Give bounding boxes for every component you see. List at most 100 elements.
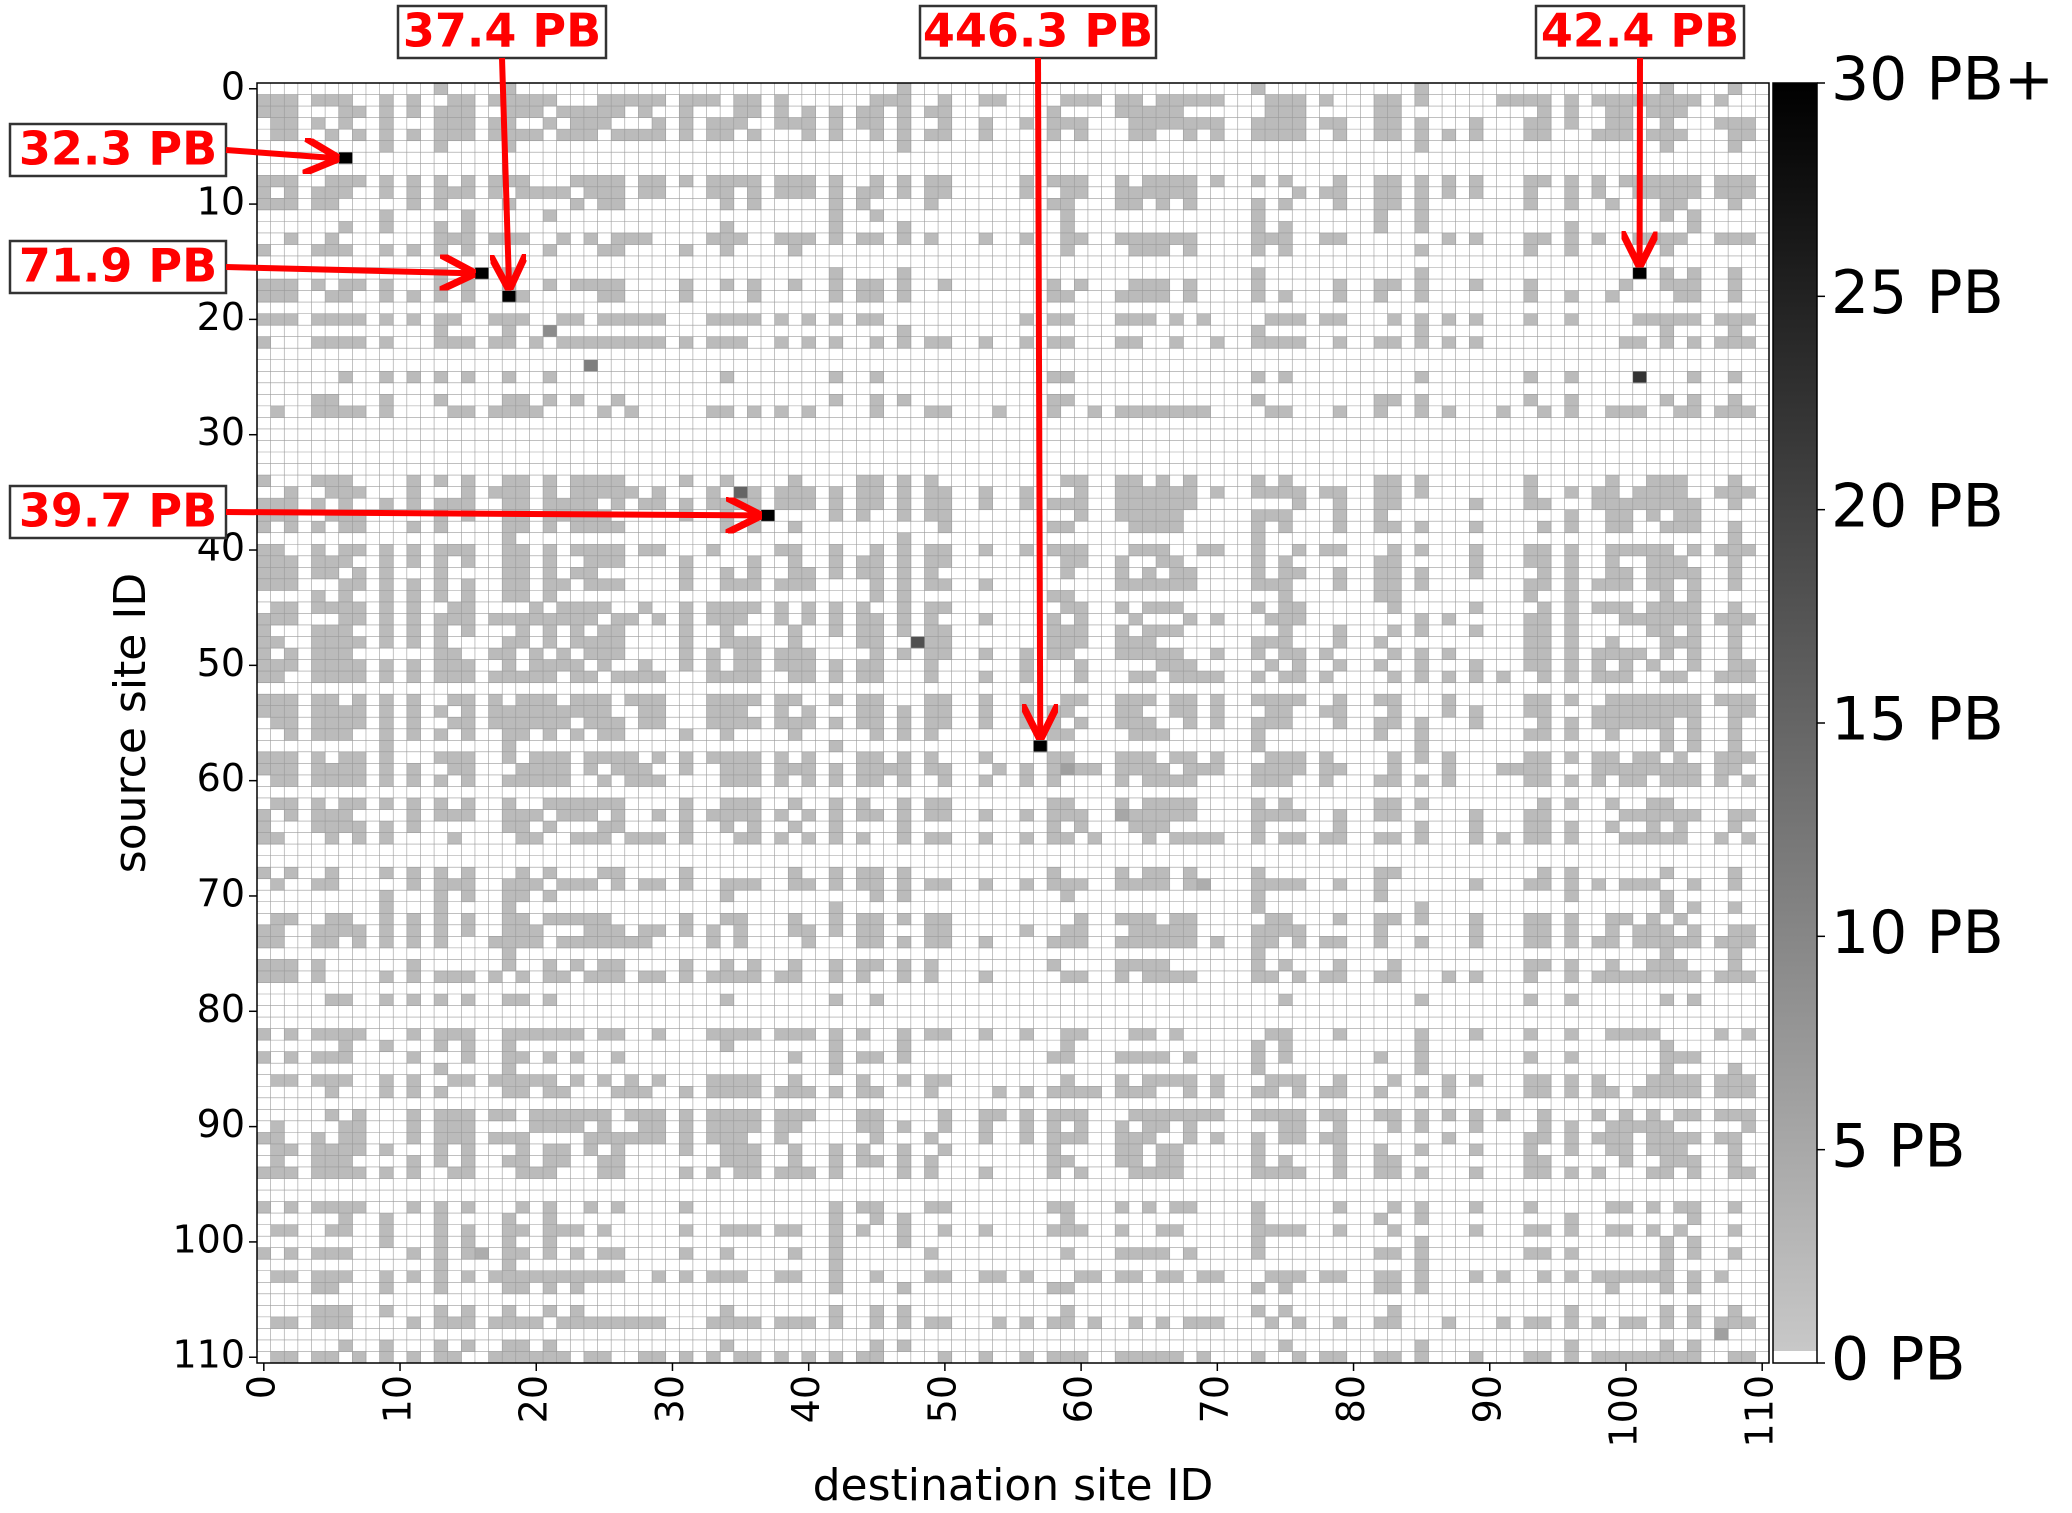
heatmap-cell xyxy=(406,1316,421,1329)
heatmap-cell xyxy=(583,648,598,660)
heatmap-cell xyxy=(788,244,803,257)
heatmap-cell xyxy=(978,578,993,591)
heatmap-cell xyxy=(829,1351,844,1364)
heatmap-cell xyxy=(1156,475,1171,488)
heatmap-cell xyxy=(597,405,612,418)
heatmap-cell xyxy=(502,325,517,338)
heatmap-cell xyxy=(1387,763,1402,776)
heatmap-cell xyxy=(1278,1028,1293,1041)
heatmap-cell xyxy=(1251,555,1266,568)
heatmap-cell xyxy=(1251,1213,1266,1226)
heatmap-cell xyxy=(1210,717,1225,730)
heatmap-cell xyxy=(311,336,326,349)
heatmap-cell xyxy=(733,878,748,891)
heatmap-cell xyxy=(502,821,517,833)
heatmap-cell xyxy=(406,1201,421,1214)
heatmap-cell xyxy=(897,970,912,983)
heatmap-cell xyxy=(720,763,735,776)
heatmap-cell xyxy=(284,797,299,810)
heatmap-cell xyxy=(1333,1270,1348,1283)
heatmap-cell xyxy=(1142,1086,1157,1099)
heatmap-cell xyxy=(1673,405,1688,418)
heatmap-cell xyxy=(856,279,871,291)
heatmap-cell xyxy=(869,624,884,637)
heatmap-cell xyxy=(461,290,476,303)
heatmap-cell xyxy=(270,671,285,684)
heatmap-cell xyxy=(1523,590,1538,603)
heatmap-cell xyxy=(338,313,353,326)
heatmap-cell xyxy=(1523,498,1538,511)
heatmap-cell xyxy=(1373,936,1388,949)
heatmap-cell xyxy=(1632,774,1647,787)
heatmap-cell xyxy=(352,106,367,118)
heatmap-cell xyxy=(570,475,585,488)
heatmap-cell xyxy=(679,129,694,142)
heatmap-cell xyxy=(1442,970,1457,983)
heatmap-cell xyxy=(624,1074,639,1087)
heatmap-cell xyxy=(829,1247,844,1260)
heatmap-cell xyxy=(829,544,844,557)
heatmap-cell xyxy=(1591,751,1606,764)
annotation-arrow xyxy=(225,150,334,158)
heatmap-cell xyxy=(611,1166,626,1179)
heatmap-cell xyxy=(1142,763,1157,776)
heatmap-cell xyxy=(1142,774,1157,787)
heatmap-cell xyxy=(284,1316,299,1329)
heatmap-cell xyxy=(1115,232,1130,245)
heatmap-cell xyxy=(406,959,421,972)
heatmap-cell xyxy=(1523,613,1538,626)
heatmap-cell xyxy=(733,751,748,764)
heatmap-cell xyxy=(461,498,476,511)
heatmap-cell xyxy=(1673,1201,1688,1214)
heatmap-cell xyxy=(502,567,517,580)
heatmap-cell xyxy=(1373,890,1388,903)
heatmap-cell xyxy=(379,1143,394,1156)
heatmap-cell xyxy=(1523,290,1538,303)
heatmap-cell xyxy=(1183,717,1198,730)
heatmap-cell xyxy=(1442,648,1457,660)
heatmap-cell xyxy=(829,498,844,511)
heatmap-cell xyxy=(1292,567,1307,580)
heatmap-cell xyxy=(1714,832,1729,845)
heatmap-cell xyxy=(583,705,598,718)
heatmap-cell xyxy=(679,117,694,130)
heatmap-cell xyxy=(1019,1132,1034,1145)
heatmap-cell xyxy=(1414,186,1429,199)
heatmap-cell xyxy=(1060,1351,1075,1364)
heatmap-cell xyxy=(284,913,299,926)
heatmap-cell xyxy=(1523,636,1538,649)
heatmap-cell xyxy=(1741,751,1756,764)
heatmap-cell xyxy=(611,1201,626,1214)
heatmap-cell xyxy=(1251,601,1266,614)
heatmap-cell xyxy=(1251,1063,1266,1076)
heatmap-cell xyxy=(284,198,299,211)
heatmap-cell xyxy=(747,717,762,730)
heatmap-cell xyxy=(638,498,653,511)
heatmap-cell xyxy=(938,186,953,199)
heatmap-cell xyxy=(1142,313,1157,326)
heatmap-cell xyxy=(461,1051,476,1064)
heatmap-cell xyxy=(938,1316,953,1329)
heatmap-cell xyxy=(897,1074,912,1087)
heatmap-cell xyxy=(447,1132,462,1145)
heatmap-cell xyxy=(1632,751,1647,764)
heatmap-cell xyxy=(720,878,735,891)
heatmap-cell xyxy=(1333,279,1348,291)
heatmap-cell xyxy=(611,636,626,649)
heatmap-cell xyxy=(924,1166,939,1179)
heatmap-cell xyxy=(556,1028,571,1041)
heatmap-cell xyxy=(597,313,612,326)
heatmap-cell xyxy=(706,117,721,130)
heatmap-cell xyxy=(1142,717,1157,730)
heatmap-cell xyxy=(447,970,462,983)
heatmap-cell xyxy=(447,694,462,707)
heatmap-cell xyxy=(720,221,735,234)
heatmap-cell xyxy=(1619,498,1634,511)
heatmap-cell xyxy=(924,486,939,499)
heatmap-cell xyxy=(869,1086,884,1099)
heatmap-cell xyxy=(352,774,367,787)
heatmap-cell xyxy=(1278,1339,1293,1352)
heatmap-cell xyxy=(747,405,762,418)
heatmap-cell xyxy=(461,751,476,764)
heatmap-cell xyxy=(869,1316,884,1329)
